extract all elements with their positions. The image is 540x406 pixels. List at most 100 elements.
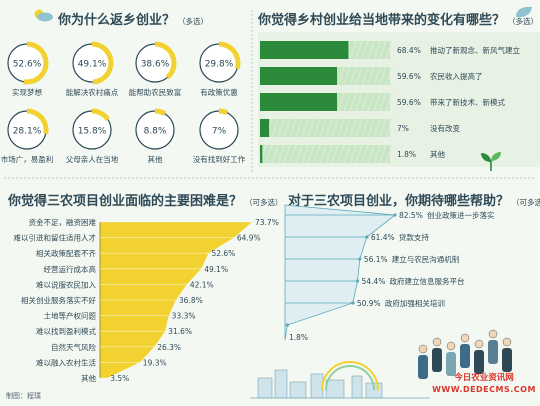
bar-hatch — [343, 92, 351, 112]
bar-hatch — [319, 118, 327, 138]
cloud-sun-icon — [34, 9, 53, 22]
building — [257, 377, 273, 399]
person-body — [474, 350, 484, 374]
building — [310, 373, 324, 399]
area-category-label: 其他 — [81, 373, 96, 383]
bar-hatch — [301, 118, 309, 138]
bar-hatch — [277, 118, 285, 138]
donut-label: 其他 — [148, 154, 163, 164]
funnel-label: 政府加强相关培训 — [385, 298, 445, 308]
person-body — [502, 348, 512, 372]
bar — [260, 119, 270, 137]
bar-hatch — [307, 118, 315, 138]
person-head — [418, 344, 428, 354]
bar-hatch — [367, 118, 375, 138]
bar-hatch — [319, 144, 327, 164]
rainbow-arc — [325, 365, 375, 391]
bar-hatch — [265, 144, 273, 164]
area-category-label: 难以说服农民加入 — [36, 279, 96, 289]
area-category-label: 难以融入农村生活 — [36, 357, 96, 367]
funnel-point — [393, 213, 397, 217]
watermark-line1: 今日农业资讯网 — [454, 373, 514, 383]
area-category-label: 土地等产权问题 — [44, 311, 97, 321]
bar-hatch — [385, 144, 393, 164]
bar-hatch — [355, 144, 363, 164]
bar-label: 推动了新观念、新风气建立 — [430, 45, 520, 55]
bar-hatch — [385, 92, 393, 112]
bar — [260, 145, 263, 163]
bar-value: 59.6% — [397, 98, 421, 107]
bar — [260, 93, 338, 111]
funnel-value: 61.4% — [371, 233, 395, 242]
bar-hatch — [367, 66, 375, 86]
bar-hatch — [349, 40, 357, 60]
area-category-label: 相关政策配套不齐 — [36, 248, 96, 258]
bar-hatch — [367, 92, 375, 112]
bar-hatch — [361, 40, 369, 60]
donut-item: 38.6% 能帮助农民致富 — [129, 41, 181, 97]
donut-label: 没有找到好工作 — [193, 154, 246, 164]
area-fill — [100, 222, 252, 378]
bar-hatch — [337, 144, 345, 164]
bar-hatch — [271, 118, 279, 138]
bar-hatch — [289, 118, 297, 138]
bar-value: 68.4% — [397, 46, 421, 55]
bar-hatch — [289, 144, 297, 164]
bar-hatch — [355, 92, 363, 112]
bar-hatch — [379, 92, 387, 112]
bar-label: 农民收入提高了 — [430, 71, 483, 81]
panel3-title: 你觉得三农项目创业面临的主要困难是？ （可多选） — [8, 194, 283, 209]
funnel-value: 54.4% — [362, 277, 386, 286]
donut-arc — [70, 41, 114, 85]
donut-value: 15.8% — [78, 127, 107, 137]
bar-hatch — [361, 118, 369, 138]
funnel-label: 政府建立信息服务平台 — [390, 276, 465, 286]
panel4-title: 对于三农项目创业，你期待哪些帮助？（可多选） — [288, 194, 540, 209]
area-category-label: 难以找到盈利模式 — [36, 326, 96, 336]
bar-hatch — [313, 118, 321, 138]
area-value-label: 19.3% — [143, 358, 167, 367]
funnel-label: 建立与农民沟通机制 — [392, 254, 460, 264]
bar-hatch — [373, 92, 381, 112]
donut-item: 29.8% 有政策优惠 — [197, 41, 241, 97]
building — [289, 381, 307, 399]
bar-hatch — [271, 144, 279, 164]
bar-hatch — [373, 66, 381, 86]
area-value-label: 64.9% — [237, 234, 261, 243]
rainbow-arc — [321, 361, 379, 391]
bar-hatch — [277, 144, 285, 164]
bar-hatch — [373, 40, 381, 60]
donut-value: 28.1% — [13, 127, 42, 137]
funnel-label: 创业政策进一步落实 — [427, 210, 495, 220]
donut-arc — [5, 108, 49, 152]
bar-hatch — [355, 40, 363, 60]
bar-hatch — [325, 144, 333, 164]
bar-hatch — [379, 118, 387, 138]
funnel-value: 50.9% — [357, 299, 381, 308]
funnel-value: 1.8% — [289, 333, 308, 342]
bar-hatch — [349, 92, 357, 112]
bar-hatch — [331, 144, 339, 164]
sprout-icon — [481, 152, 501, 171]
area-value-label: 49.1% — [204, 265, 228, 274]
bar-hatch — [361, 144, 369, 164]
area-value-label: 73.7% — [255, 218, 279, 227]
donut-value: 7% — [212, 127, 227, 137]
funnel-label: 贷款支持 — [399, 232, 429, 242]
bar-label: 其他 — [430, 149, 445, 159]
area-value-label: 31.6% — [168, 327, 192, 336]
person-head — [502, 337, 512, 347]
donut-value: 38.6% — [141, 60, 170, 70]
bar-hatch — [343, 144, 351, 164]
bar-hatch — [283, 118, 291, 138]
bar-hatch — [301, 144, 309, 164]
donut-label: 能解决农村痛点 — [66, 87, 119, 97]
bar — [260, 67, 338, 85]
donut-label: 实现梦想 — [12, 87, 42, 97]
donut-arc — [70, 108, 114, 152]
bar-value: 7% — [397, 124, 409, 133]
bar-hatch — [379, 144, 387, 164]
person-head — [432, 337, 442, 347]
donut-arc — [197, 41, 241, 85]
